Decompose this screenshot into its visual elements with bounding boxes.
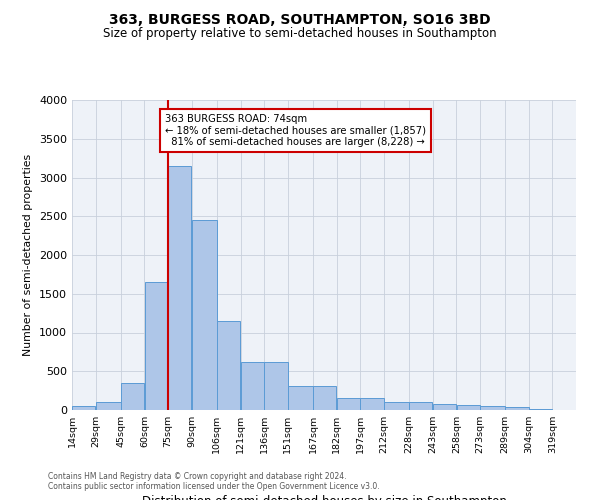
- Bar: [529, 409, 552, 410]
- Bar: [288, 386, 313, 410]
- Text: 363, BURGESS ROAD, SOUTHAMPTON, SO16 3BD: 363, BURGESS ROAD, SOUTHAMPTON, SO16 3BD: [109, 12, 491, 26]
- Text: Contains public sector information licensed under the Open Government Licence v3: Contains public sector information licen…: [48, 482, 380, 491]
- Bar: [433, 404, 456, 410]
- Bar: [72, 406, 95, 410]
- Text: Contains HM Land Registry data © Crown copyright and database right 2024.: Contains HM Land Registry data © Crown c…: [48, 472, 347, 481]
- Bar: [121, 383, 144, 410]
- Text: 363 BURGESS ROAD: 74sqm
← 18% of semi-detached houses are smaller (1,857)
  81% : 363 BURGESS ROAD: 74sqm ← 18% of semi-de…: [165, 114, 426, 147]
- Bar: [145, 282, 168, 410]
- X-axis label: Distribution of semi-detached houses by size in Southampton: Distribution of semi-detached houses by …: [142, 495, 506, 500]
- Bar: [241, 362, 264, 410]
- Bar: [384, 402, 409, 410]
- Bar: [337, 398, 360, 410]
- Bar: [217, 321, 240, 410]
- Bar: [409, 402, 433, 410]
- Bar: [480, 406, 505, 410]
- Bar: [192, 220, 217, 410]
- Bar: [265, 362, 287, 410]
- Bar: [457, 406, 479, 410]
- Bar: [505, 407, 529, 410]
- Text: Size of property relative to semi-detached houses in Southampton: Size of property relative to semi-detach…: [103, 28, 497, 40]
- Bar: [313, 386, 337, 410]
- Bar: [96, 402, 121, 410]
- Bar: [169, 166, 191, 410]
- Y-axis label: Number of semi-detached properties: Number of semi-detached properties: [23, 154, 34, 356]
- Bar: [361, 398, 383, 410]
